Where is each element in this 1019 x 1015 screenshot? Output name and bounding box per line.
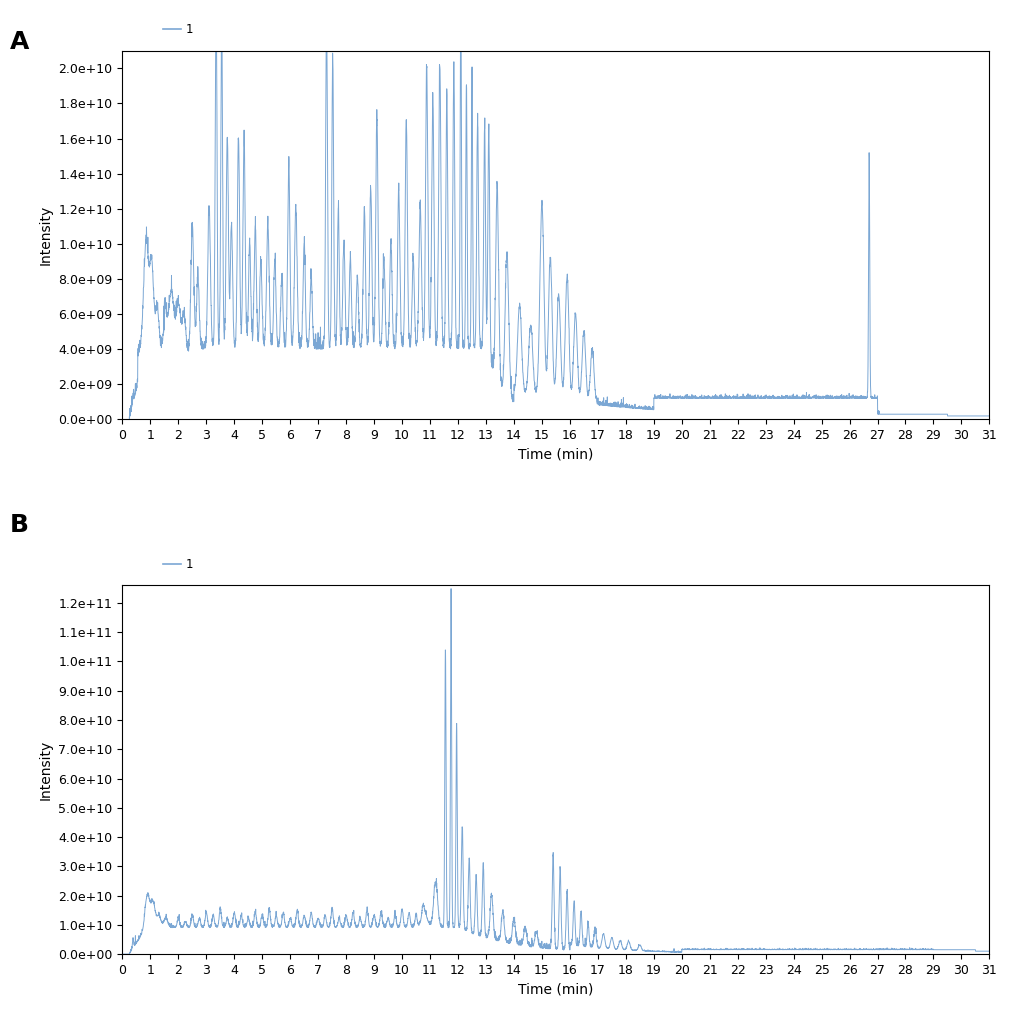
Legend: 1: 1 [163,558,193,571]
Legend: 1: 1 [163,23,193,37]
X-axis label: Time (min): Time (min) [518,983,593,997]
Text: A: A [10,30,30,55]
Y-axis label: Intensity: Intensity [39,740,53,800]
Y-axis label: Intensity: Intensity [39,205,53,265]
Text: B: B [10,513,30,537]
X-axis label: Time (min): Time (min) [518,448,593,462]
